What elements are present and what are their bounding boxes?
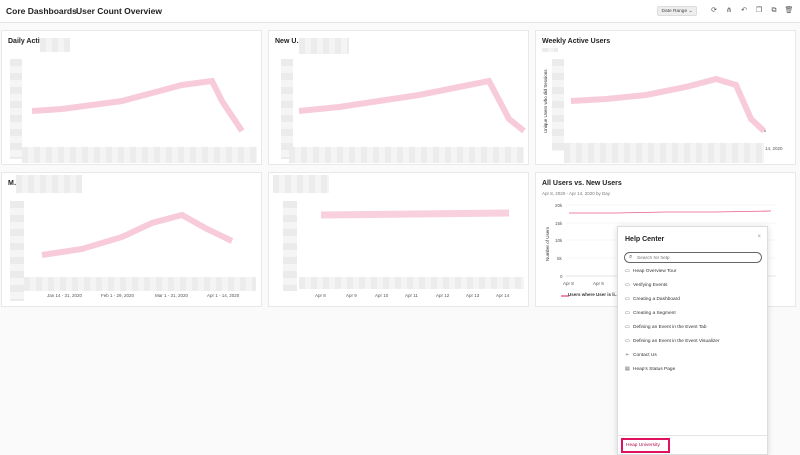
svg-text:Unique Users who did Sessions: Unique Users who did Sessions	[543, 69, 548, 133]
monthly-active-users-card: M… Jan 14 - 31, 2020 Feb 1 - 29, 2020 Ma…	[1, 172, 262, 307]
card-title: M…	[8, 180, 21, 187]
blurred-title	[273, 175, 329, 193]
refresh-icon[interactable]: ⟳	[711, 7, 717, 14]
search-icon: ⌕	[629, 254, 633, 260]
x-tick: Apr 9	[593, 281, 604, 286]
page-title: User Count Overview	[76, 6, 162, 16]
x-tick: Apr 1 - 14, 2020	[207, 293, 240, 298]
help-center-title: Help Center	[625, 236, 665, 243]
search-input[interactable]	[637, 254, 757, 262]
breadcrumb-parent[interactable]: Core Dashboards	[6, 6, 77, 16]
monitor-icon: ▭	[625, 268, 630, 274]
daily-new-line-chart	[320, 209, 510, 219]
date-range-button[interactable]: Date Range ⌄	[657, 6, 697, 16]
new-users-line-chart	[298, 77, 526, 134]
blurred-region	[16, 175, 82, 193]
x-tick: Apr 10	[375, 293, 389, 298]
daily-active-users-card: Daily Active U…	[1, 30, 262, 165]
help-footer-divider	[618, 435, 767, 436]
x-tick-end: 14, 2020	[765, 146, 783, 151]
blurred-x-axis	[564, 143, 764, 163]
blurred-region	[299, 38, 349, 54]
help-search: ⌕	[624, 252, 762, 263]
help-item-label: Heap Overview Tour	[633, 269, 677, 274]
new-users-card: New U…	[268, 30, 529, 165]
blurred-axis	[283, 201, 297, 291]
monitor-icon: ▭	[625, 310, 630, 316]
send-icon: ➢	[625, 352, 630, 358]
x-tick: Apr 8	[315, 293, 326, 298]
breadcrumb-separator: ›	[66, 6, 69, 15]
help-item-label: Creating a Segment	[633, 311, 676, 316]
weekly-active-users-card: Weekly Active Users Unique Users who did…	[535, 30, 796, 165]
blurred-x-axis	[299, 277, 524, 289]
trash-icon[interactable]: 🗑	[784, 7, 794, 14]
help-item-label: Creating a Dashboard	[633, 297, 680, 302]
help-item-label: Defining an Event in the Event Tab	[633, 325, 707, 330]
card-title: All Users vs. New Users	[542, 180, 622, 187]
y-tick: 15k	[555, 221, 563, 226]
x-tick: Mar 1 - 31, 2020	[155, 293, 189, 298]
heap-university-link[interactable]: Heap University	[621, 438, 670, 453]
blurred-axis	[281, 59, 293, 159]
share-icon[interactable]: ⋔	[726, 7, 732, 14]
close-icon[interactable]: ×	[757, 234, 761, 240]
blurred-x-axis	[24, 277, 256, 291]
legend-swatch	[561, 295, 569, 297]
blurred-subtitle	[542, 48, 558, 52]
y-axis-label: Unique Users who did Sessions	[543, 69, 548, 133]
monitor-icon: ▭	[625, 282, 630, 288]
document-icon: ▤	[625, 366, 630, 372]
x-tick: Apr 8	[563, 281, 574, 286]
y-axis-label: Number of Users	[545, 226, 550, 261]
blurred-x-axis	[289, 147, 524, 163]
daily-new-users-card: Apr 8 Apr 9 Apr 10 Apr 11 Apr 12 Apr 13 …	[268, 172, 529, 307]
x-tick: Feb 1 - 29, 2020	[101, 293, 135, 298]
daily-line-chart	[31, 77, 245, 133]
undo-icon[interactable]: ↶	[741, 7, 747, 14]
blurred-axis	[552, 59, 564, 151]
monthly-line-chart	[41, 211, 234, 258]
weekly-line-chart	[570, 75, 767, 134]
x-tick: Apr 12	[436, 293, 450, 298]
y-tick: 0	[560, 274, 563, 279]
x-tick: Apr 11	[405, 293, 418, 298]
help-center-panel: Help Center × ⌕ ▭ Heap Overview Tour ▭ V…	[617, 226, 768, 455]
blurred-region	[40, 38, 70, 52]
help-item-label: Verifying Events	[633, 283, 668, 288]
legend-label[interactable]: Users where User is li…	[568, 292, 620, 297]
monitor-icon: ▭	[625, 338, 630, 344]
card-title: New U…	[275, 38, 304, 45]
blurred-x-axis	[22, 147, 257, 163]
x-tick: Apr 13	[466, 293, 480, 298]
card-subtitle: Apr 8, 2020 - Apr 14, 2020 by Day	[542, 191, 611, 196]
blurred-axis	[10, 59, 22, 159]
duplicate-icon[interactable]: ❐	[755, 7, 763, 14]
x-tick: Apr 9	[346, 293, 357, 298]
y-tick: 5k	[557, 256, 562, 261]
copy-icon[interactable]: ⧉	[771, 7, 777, 14]
help-item-label: Contact Us	[633, 353, 657, 358]
card-title: Daily Active U…	[8, 38, 62, 45]
y-tick: 10k	[555, 238, 563, 243]
help-item-label: Defining an Event in the Event Visualize…	[633, 339, 720, 344]
help-item-label: Heap's Status Page	[633, 367, 676, 372]
x-tick: Apr 14	[496, 293, 510, 298]
blurred-axis	[10, 201, 24, 301]
monitor-icon: ▭	[625, 324, 630, 330]
top-bar: Core Dashboards › User Count Overview Da…	[0, 0, 800, 23]
y-tick: 20k	[555, 203, 563, 208]
x-tick: Jan 14 - 31, 2020	[47, 293, 83, 298]
svg-text:Number of Users: Number of Users	[545, 226, 550, 261]
card-title: Weekly Active Users	[542, 38, 611, 45]
monitor-icon: ▭	[625, 296, 630, 302]
